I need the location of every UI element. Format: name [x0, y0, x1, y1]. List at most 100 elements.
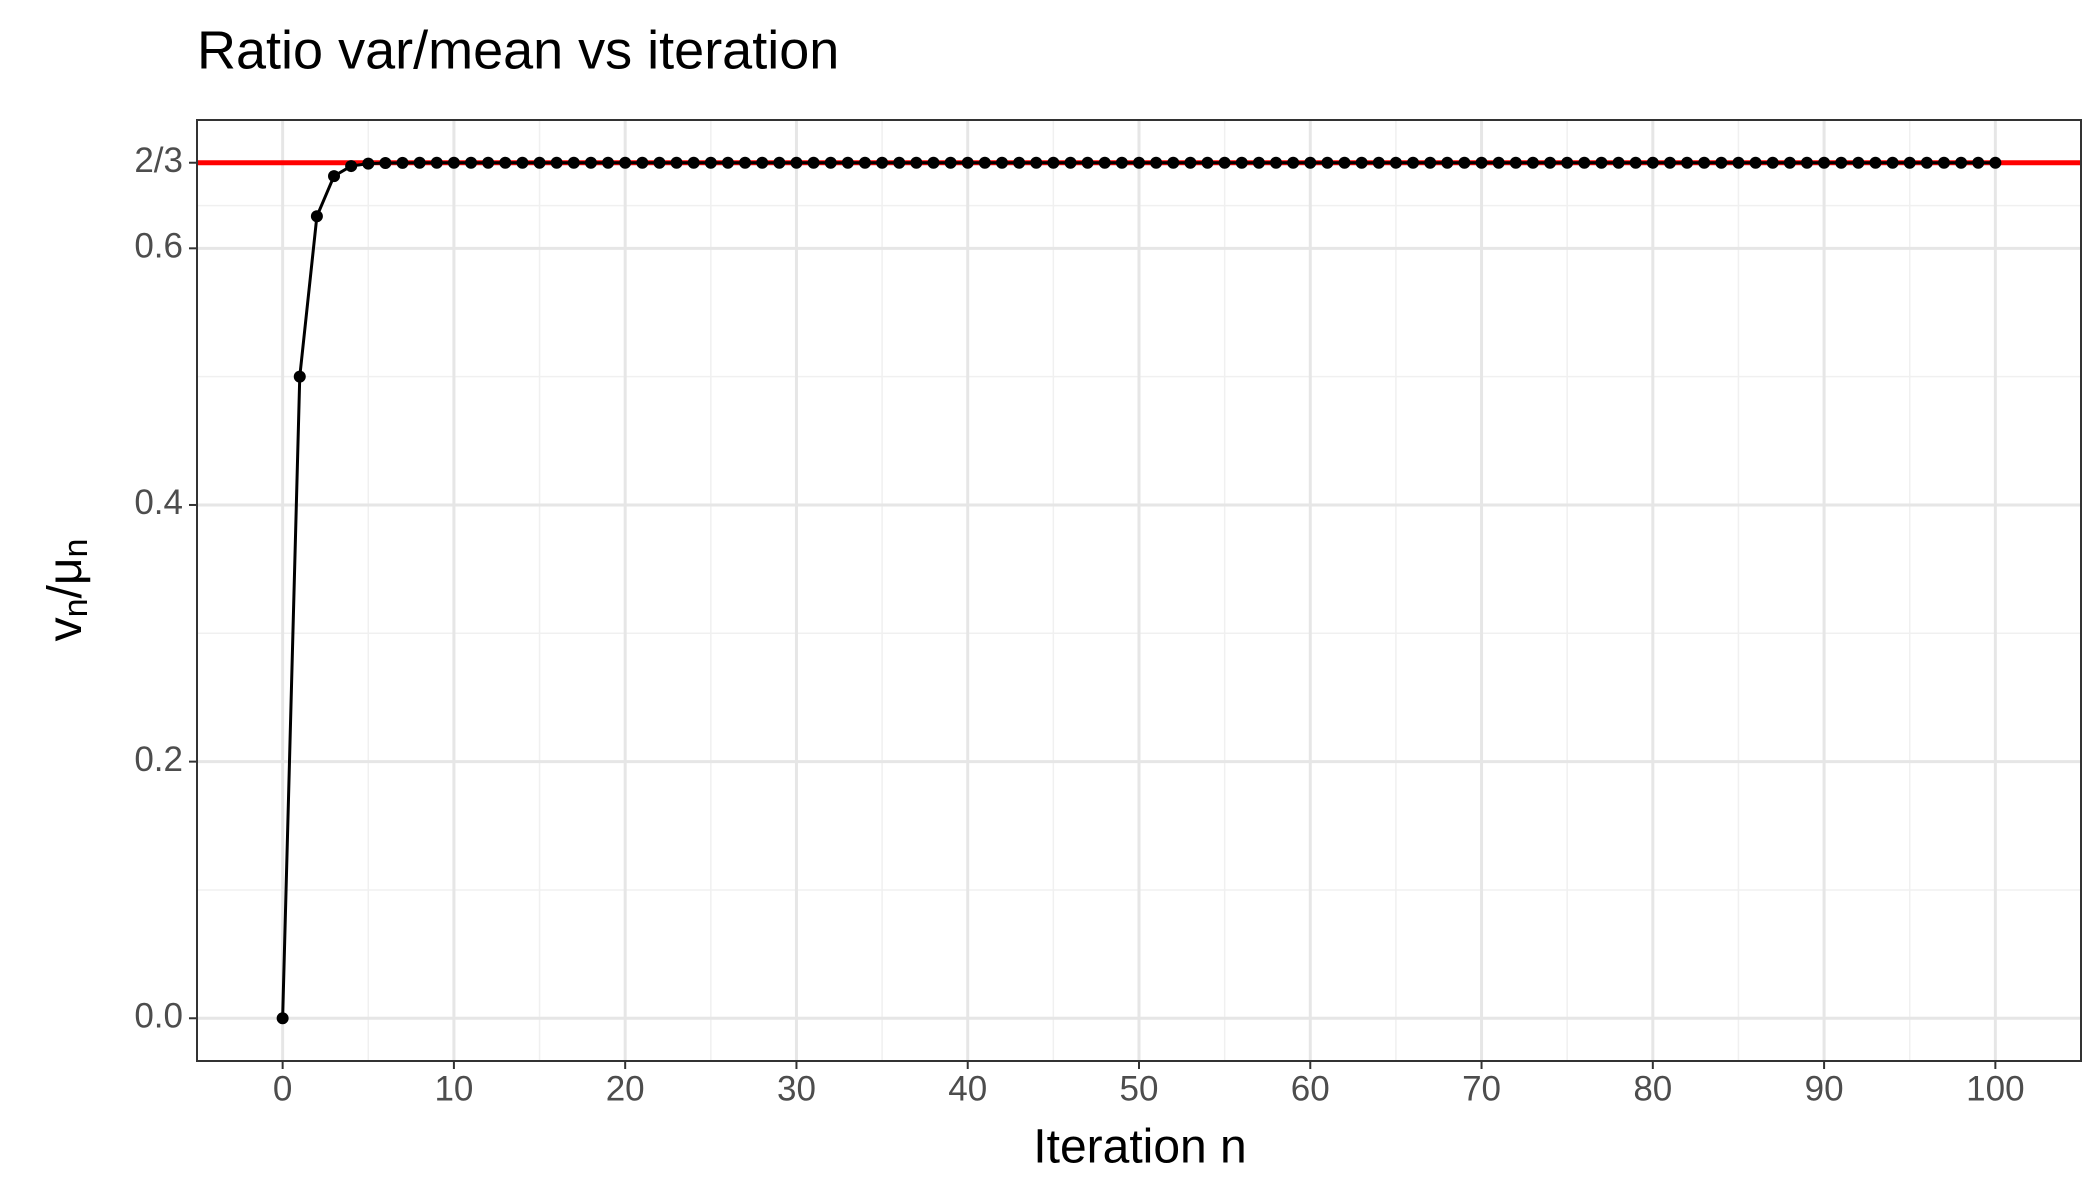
data-point	[1509, 156, 1522, 169]
data-point	[1081, 156, 1094, 169]
data-point	[824, 156, 837, 169]
data-point	[1783, 156, 1796, 169]
data-point	[1115, 156, 1128, 169]
data-point	[910, 156, 923, 169]
data-point	[721, 156, 734, 169]
data-point	[1903, 156, 1916, 169]
data-point	[1389, 156, 1402, 169]
data-point	[499, 156, 512, 169]
data-point	[1578, 156, 1591, 169]
data-point	[1612, 156, 1625, 169]
data-point	[893, 156, 906, 169]
data-point	[1424, 156, 1437, 169]
data-point	[1852, 156, 1865, 169]
chart-title: Ratio var/mean vs iteration	[197, 20, 839, 80]
data-point	[1937, 156, 1950, 169]
data-point	[1766, 156, 1779, 169]
data-point	[1818, 156, 1831, 169]
data-point	[756, 156, 769, 169]
data-point	[876, 156, 889, 169]
data-point	[961, 156, 974, 169]
data-point	[1098, 156, 1111, 169]
data-point	[1167, 156, 1180, 169]
y-axis-title: vn/μn	[39, 539, 95, 642]
data-point	[995, 156, 1008, 169]
data-point	[1287, 156, 1300, 169]
data-point	[276, 1012, 289, 1025]
data-point	[1235, 156, 1248, 169]
data-point	[1492, 156, 1505, 169]
data-point	[978, 156, 991, 169]
x-tick-label: 90	[1805, 1069, 1844, 1108]
data-point	[773, 156, 786, 169]
data-point	[1886, 156, 1899, 169]
data-point	[704, 156, 717, 169]
data-point	[739, 156, 752, 169]
y-label-sub: n	[57, 539, 95, 558]
data-point	[293, 370, 306, 383]
data-point	[482, 156, 495, 169]
data-point	[1252, 156, 1265, 169]
y-tick-label: 0.2	[134, 740, 183, 779]
data-point	[1458, 156, 1471, 169]
data-point	[1698, 156, 1711, 169]
data-point	[1835, 156, 1848, 169]
data-point	[1338, 156, 1351, 169]
data-point	[584, 156, 597, 169]
data-point	[345, 160, 358, 173]
data-point	[1475, 156, 1488, 169]
y-tick-label: 2/3	[134, 141, 183, 180]
data-point	[858, 156, 871, 169]
data-point	[1663, 156, 1676, 169]
data-point	[379, 156, 392, 169]
data-point	[1047, 156, 1060, 169]
data-point	[1681, 156, 1694, 169]
data-point	[550, 156, 563, 169]
x-tick-label: 80	[1633, 1069, 1672, 1108]
data-point	[362, 157, 375, 170]
data-point	[1646, 156, 1659, 169]
data-point	[1920, 156, 1933, 169]
x-tick-label: 40	[948, 1069, 987, 1108]
data-point	[670, 156, 683, 169]
data-point	[533, 156, 546, 169]
data-point	[1304, 156, 1317, 169]
data-point	[465, 156, 478, 169]
data-point	[1869, 156, 1882, 169]
data-point	[1955, 156, 1968, 169]
x-tick-label: 100	[1966, 1069, 2024, 1108]
x-tick-label: 70	[1462, 1069, 1501, 1108]
y-tick-label: 0.0	[134, 997, 183, 1036]
data-point	[1749, 156, 1762, 169]
data-point	[1629, 156, 1642, 169]
y-label-part: /	[39, 585, 92, 599]
data-point	[1989, 156, 2002, 169]
data-point	[328, 170, 341, 183]
data-point	[1595, 156, 1608, 169]
data-point	[1800, 156, 1813, 169]
data-point	[516, 156, 529, 169]
y-label-part: v	[39, 617, 92, 641]
y-label-part: μ	[39, 558, 92, 586]
data-point	[927, 156, 940, 169]
x-tick-label: 50	[1120, 1069, 1159, 1108]
data-point	[602, 156, 615, 169]
data-point	[430, 156, 443, 169]
data-point	[1133, 156, 1145, 169]
data-point	[1526, 156, 1539, 169]
data-point	[619, 156, 632, 169]
data-point	[1732, 156, 1745, 169]
x-tick-label: 0	[273, 1069, 292, 1108]
data-point	[687, 156, 700, 169]
data-point	[1355, 156, 1368, 169]
data-point	[567, 156, 580, 169]
data-point	[447, 156, 460, 169]
data-point	[1561, 156, 1574, 169]
data-point	[636, 156, 649, 169]
x-tick-label: 20	[606, 1069, 645, 1108]
y-label-sub: n	[57, 599, 95, 618]
data-point	[1407, 156, 1420, 169]
data-point	[1030, 156, 1043, 169]
data-point	[1013, 156, 1026, 169]
y-tick-label: 0.4	[134, 483, 183, 522]
